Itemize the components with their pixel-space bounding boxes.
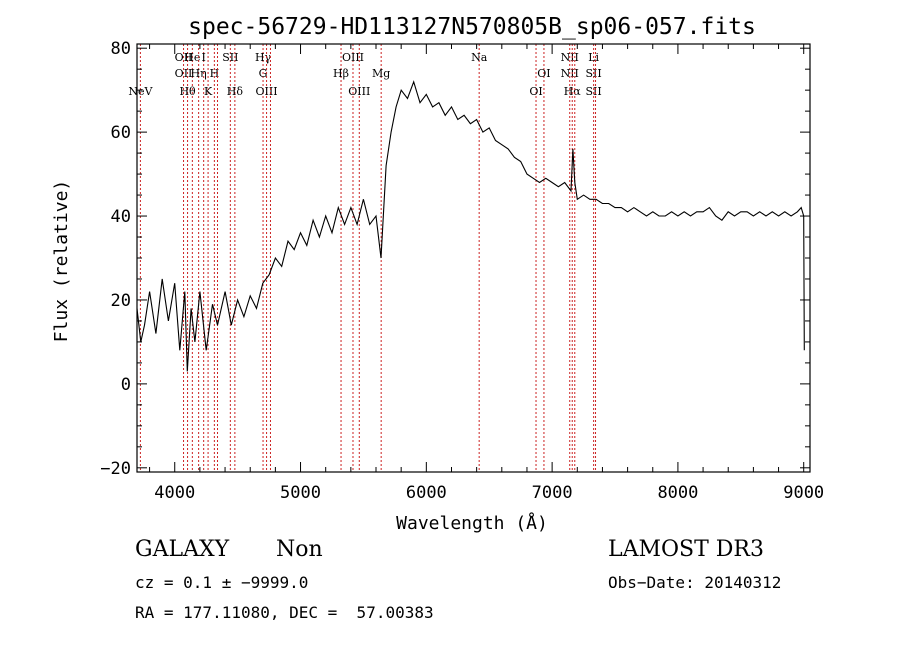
object-class: GALAXY xyxy=(135,537,230,562)
x-tick-label-3: 7000 xyxy=(532,483,573,503)
line-label: OI xyxy=(537,67,550,80)
y-tick-label-0: −20 xyxy=(100,459,131,479)
y-axis-label: Flux (relative) xyxy=(51,180,72,343)
redshift-line: cz = 0.1 ± −9999.0 xyxy=(135,573,309,592)
line-label: OIII xyxy=(348,85,370,98)
line-label: SII xyxy=(586,67,602,80)
x-tick-label-5: 9000 xyxy=(783,483,824,503)
line-label: G xyxy=(259,67,268,80)
line-label: SII xyxy=(222,51,238,64)
y-tick-label-5: 80 xyxy=(111,39,131,59)
y-tick-label-4: 60 xyxy=(111,123,131,143)
line-label: I xyxy=(201,51,205,64)
line-label: K xyxy=(204,85,213,98)
coordinates-line: RA = 177.11080, DEC = 57.00383 xyxy=(135,603,434,622)
plot-area: NeVOIIOIIHθHeHηIKHSIIHδHγGOIIIHβOIIIOIII… xyxy=(100,39,824,503)
line-label: OIII xyxy=(342,51,364,64)
line-label: Hγ xyxy=(255,51,272,64)
x-tick-label-2: 6000 xyxy=(406,483,447,503)
line-label: Hβ xyxy=(333,67,349,80)
y-tick-label-1: 0 xyxy=(121,375,131,395)
line-label: Hδ xyxy=(227,85,244,98)
spectrum-chart: spec-56729-HD113127N570805B_sp06-057.fit… xyxy=(51,14,824,534)
plot-frame xyxy=(136,43,811,473)
line-label: Li xyxy=(588,51,599,64)
line-label: OI xyxy=(529,85,542,98)
line-label: Hα xyxy=(564,85,582,98)
line-label: H xyxy=(210,67,220,80)
line-label: OIII xyxy=(256,85,278,98)
obs-date-line: Obs−Date: 20140312 xyxy=(608,573,782,592)
line-label: NII xyxy=(561,67,579,80)
line-label: Na xyxy=(471,51,488,64)
line-label: Hθ xyxy=(179,85,196,98)
y-tick-label-3: 40 xyxy=(111,207,131,227)
object-subclass: Non xyxy=(276,537,323,562)
line-label: Hη xyxy=(191,67,207,80)
line-label: SII xyxy=(586,85,602,98)
x-tick-label-1: 5000 xyxy=(280,483,321,503)
survey-release: LAMOST DR3 xyxy=(608,537,764,562)
x-tick-label-4: 8000 xyxy=(657,483,698,503)
x-axis-label: Wavelength (Å) xyxy=(396,512,548,534)
line-label: Mg xyxy=(372,67,390,80)
chart-title: spec-56729-HD113127N570805B_sp06-057.fit… xyxy=(188,14,756,40)
y-tick-label-2: 20 xyxy=(111,291,131,311)
spectrum-line-0 xyxy=(136,80,805,372)
x-tick-label-0: 4000 xyxy=(154,483,195,503)
line-label: NeV xyxy=(128,85,153,98)
line-label: He xyxy=(184,51,200,64)
line-label: NII xyxy=(561,51,579,64)
